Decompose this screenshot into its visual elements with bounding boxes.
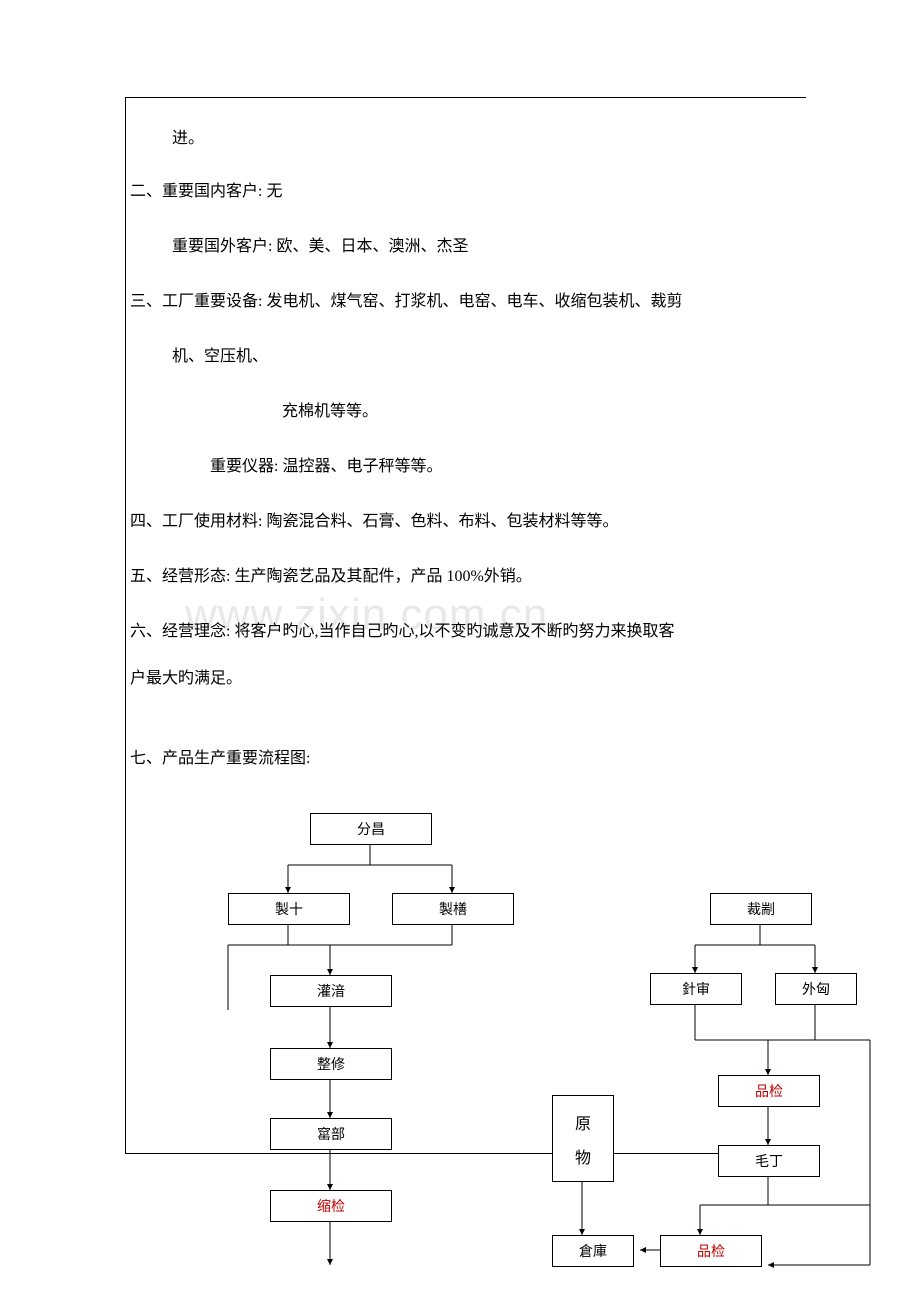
node-n13-label: 品检	[755, 1081, 783, 1101]
node-n11: 針审	[650, 973, 742, 1005]
node-n8: 原 物	[552, 1095, 614, 1182]
node-n10: 裁剬	[710, 893, 812, 925]
node-n15: 品检	[660, 1235, 762, 1267]
node-n8-line1: 原	[575, 1110, 591, 1134]
node-n7-label: 缩检	[317, 1196, 345, 1216]
node-n1: 分昌	[310, 813, 432, 845]
node-n2: 製十	[228, 893, 350, 925]
node-n8-line2: 物	[575, 1144, 591, 1168]
node-n4: 灌湆	[270, 975, 392, 1007]
node-n6: 窰部	[270, 1118, 392, 1150]
node-n14: 毛丁	[718, 1145, 820, 1177]
node-n9: 倉庫	[552, 1235, 634, 1267]
node-n12: 外匈	[775, 973, 857, 1005]
node-n7: 缩检	[270, 1190, 392, 1222]
node-n3: 製橏	[392, 893, 514, 925]
node-n15-label: 品检	[697, 1241, 725, 1261]
node-n13: 品检	[718, 1075, 820, 1107]
node-n5: 整修	[270, 1048, 392, 1080]
